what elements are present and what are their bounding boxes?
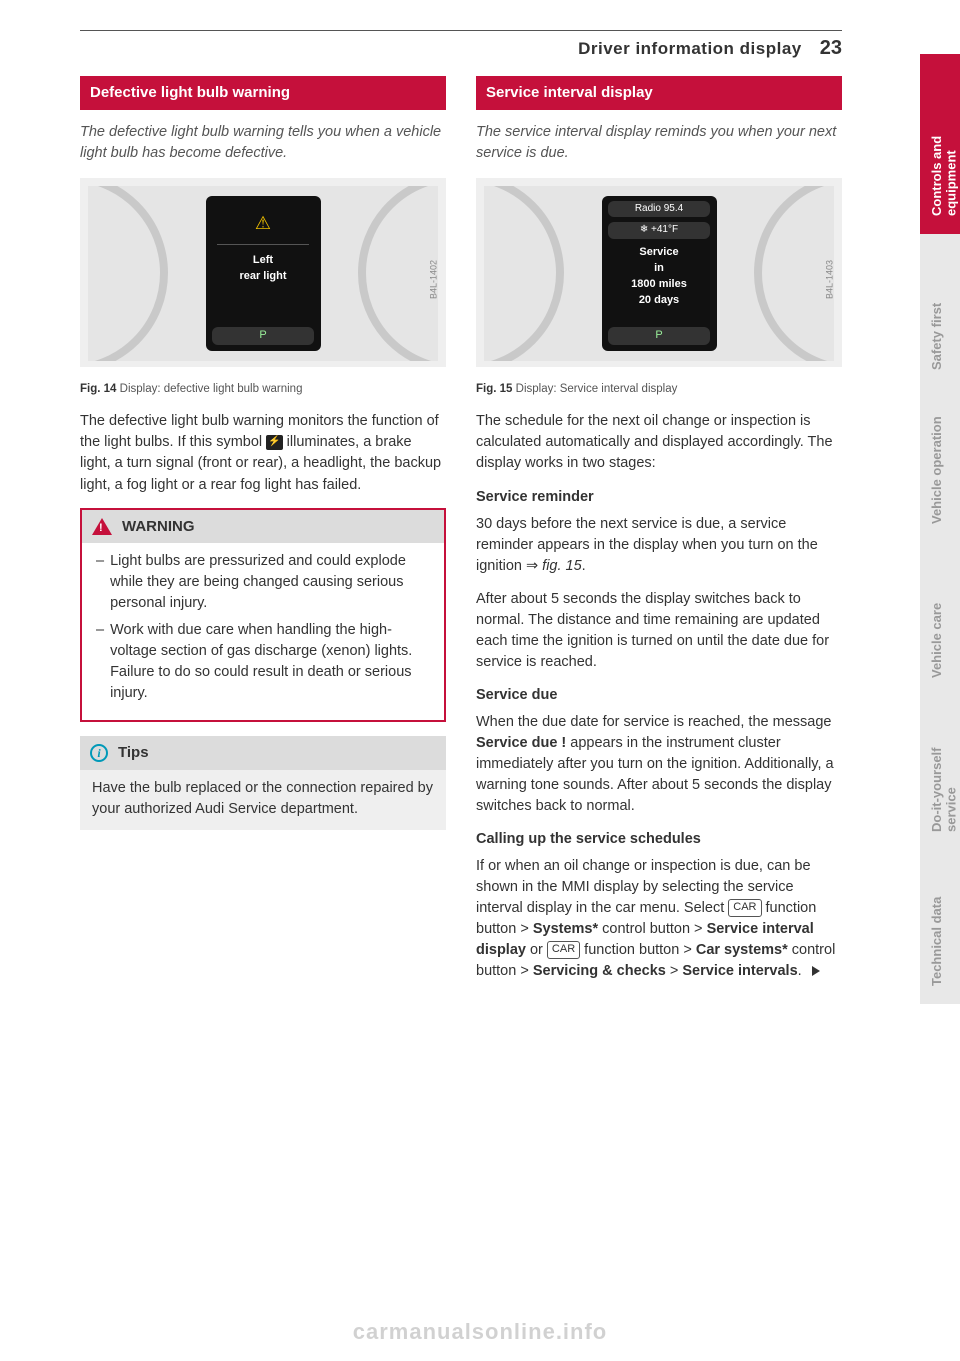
figure-15: Radio 95.4 ❄ +41°F Service in 1800 miles… — [476, 178, 842, 367]
tab-safety[interactable]: Safety first — [920, 234, 960, 388]
subhead-due: Service due — [476, 685, 842, 706]
section-title: Driver information display — [578, 39, 802, 59]
warning-title: WARNING — [122, 516, 195, 538]
figure-code: B4L-1402 — [427, 260, 438, 299]
screen-top-2: ❄ +41°F — [608, 222, 709, 239]
subhead-reminder: Service reminder — [476, 487, 842, 508]
warn-item-1: –Light bulbs are pressurized and could e… — [96, 551, 430, 614]
side-tabs: Controls and equipment Safety first Vehi… — [920, 54, 960, 1004]
bulb-symbol-icon: ⚡ — [266, 435, 282, 450]
tab-operation[interactable]: Vehicle operation — [920, 388, 960, 542]
dash-icon: – — [96, 620, 104, 704]
p5k: > — [666, 963, 683, 979]
top-rule — [80, 30, 842, 31]
screen-line-1: Left — [253, 253, 273, 269]
screen-top-1: Radio 95.4 — [608, 201, 709, 218]
tips-title: Tips — [118, 742, 149, 764]
figure-15-caption: Fig. 15 Display: Service interval displa… — [476, 375, 842, 412]
p2b: fig. 15 — [542, 558, 582, 574]
p4b: Service due ! — [476, 735, 566, 751]
screen-line-1: Service — [639, 245, 678, 261]
dash-icon: – — [96, 551, 104, 614]
warning-box: WARNING –Light bulbs are pressurized and… — [80, 508, 446, 723]
gauge-left-icon — [88, 186, 168, 361]
figure-15-image: Radio 95.4 ❄ +41°F Service in 1800 miles… — [484, 186, 834, 361]
columns: Defective light bulb warning The defecti… — [80, 76, 842, 994]
intro-left: The defective light bulb warning tells y… — [80, 122, 446, 164]
p5d: control button > — [598, 921, 706, 937]
p4a: When the due date for service is reached… — [476, 714, 831, 730]
tips-body: Have the bulb replaced or the connection… — [80, 770, 446, 830]
para-schedule: The schedule for the next oil change or … — [476, 411, 842, 474]
p5l: Service intervals — [682, 963, 797, 979]
fig-text: Display: Service interval display — [516, 383, 678, 395]
heading-defective-bulb: Defective light bulb warning — [80, 76, 446, 110]
tab-diy[interactable]: Do-it-yourself service — [920, 696, 960, 850]
para-after5: After about 5 seconds the display switch… — [476, 589, 842, 673]
tab-tech[interactable]: Technical data — [920, 850, 960, 1004]
heading-service-interval: Service interval display — [476, 76, 842, 110]
running-header: Driver information display 23 — [80, 37, 842, 76]
tab-controls[interactable]: Controls and equipment — [920, 54, 960, 234]
bulb-warning-icon: ⚠ — [255, 210, 271, 236]
para-calling: If or when an oil change or inspection i… — [476, 856, 842, 982]
p5g: function button > — [580, 942, 696, 958]
warning-header: WARNING — [82, 510, 444, 544]
watermark: carmanualsonline.info — [353, 1319, 608, 1345]
warning-body: –Light bulbs are pressurized and could e… — [82, 543, 444, 720]
warn-text-1: Light bulbs are pressurized and could ex… — [110, 551, 430, 614]
tips-box: i Tips Have the bulb replaced or the con… — [80, 736, 446, 830]
fig-num: Fig. 15 — [476, 383, 512, 395]
screen-line-3: 1800 miles — [631, 277, 687, 293]
info-icon: i — [90, 744, 108, 762]
fig-num: Fig. 14 — [80, 383, 116, 395]
screen-bottom: P — [608, 327, 709, 345]
ref-arrow-icon: ⇒ — [526, 558, 542, 574]
intro-right: The service interval display reminds you… — [476, 122, 842, 164]
divider — [217, 244, 309, 245]
warn-text-2: Work with due care when handling the hig… — [110, 620, 430, 704]
p5c: Systems* — [533, 921, 598, 937]
figure-14: ⚠ Left rear light P B4L-1402 — [80, 178, 446, 367]
gauge-right-icon — [358, 186, 438, 361]
figure-code: B4L-1403 — [823, 260, 834, 299]
tips-header: i Tips — [80, 736, 446, 770]
figure-14-caption: Fig. 14 Display: defective light bulb wa… — [80, 375, 446, 412]
continue-arrow-icon — [812, 966, 820, 976]
screen-line-2: in — [654, 261, 664, 277]
para-due: When the due date for service is reached… — [476, 712, 842, 817]
tab-care[interactable]: Vehicle care — [920, 542, 960, 696]
gauge-left-icon — [484, 186, 564, 361]
p5f: or — [526, 942, 547, 958]
car-button-icon: CAR — [547, 941, 580, 959]
p5h: Car systems* — [696, 942, 788, 958]
display-screen: ⚠ Left rear light P — [206, 196, 321, 351]
p5j: Servicing & checks — [533, 963, 666, 979]
fig-text: Display: defective light bulb warning — [120, 383, 303, 395]
display-screen: Radio 95.4 ❄ +41°F Service in 1800 miles… — [602, 196, 717, 351]
screen-bottom: P — [212, 327, 313, 345]
warning-triangle-icon — [92, 518, 112, 535]
left-column: Defective light bulb warning The defecti… — [80, 76, 446, 994]
gauge-right-icon — [754, 186, 834, 361]
right-column: Service interval display The service int… — [476, 76, 842, 994]
figure-14-image: ⚠ Left rear light P B4L-1402 — [88, 186, 438, 361]
screen-line-4: 20 days — [639, 293, 679, 309]
screen-line-2: rear light — [239, 269, 286, 285]
para-defective-bulb: The defective light bulb warning monitor… — [80, 411, 446, 495]
car-button-icon: CAR — [728, 899, 761, 917]
warn-item-2: –Work with due care when handling the hi… — [96, 620, 430, 704]
page-number: 23 — [820, 37, 842, 60]
subhead-calling: Calling up the service schedules — [476, 829, 842, 850]
para-reminder: 30 days before the next service is due, … — [476, 514, 842, 577]
page: Driver information display 23 Defective … — [0, 0, 882, 1024]
